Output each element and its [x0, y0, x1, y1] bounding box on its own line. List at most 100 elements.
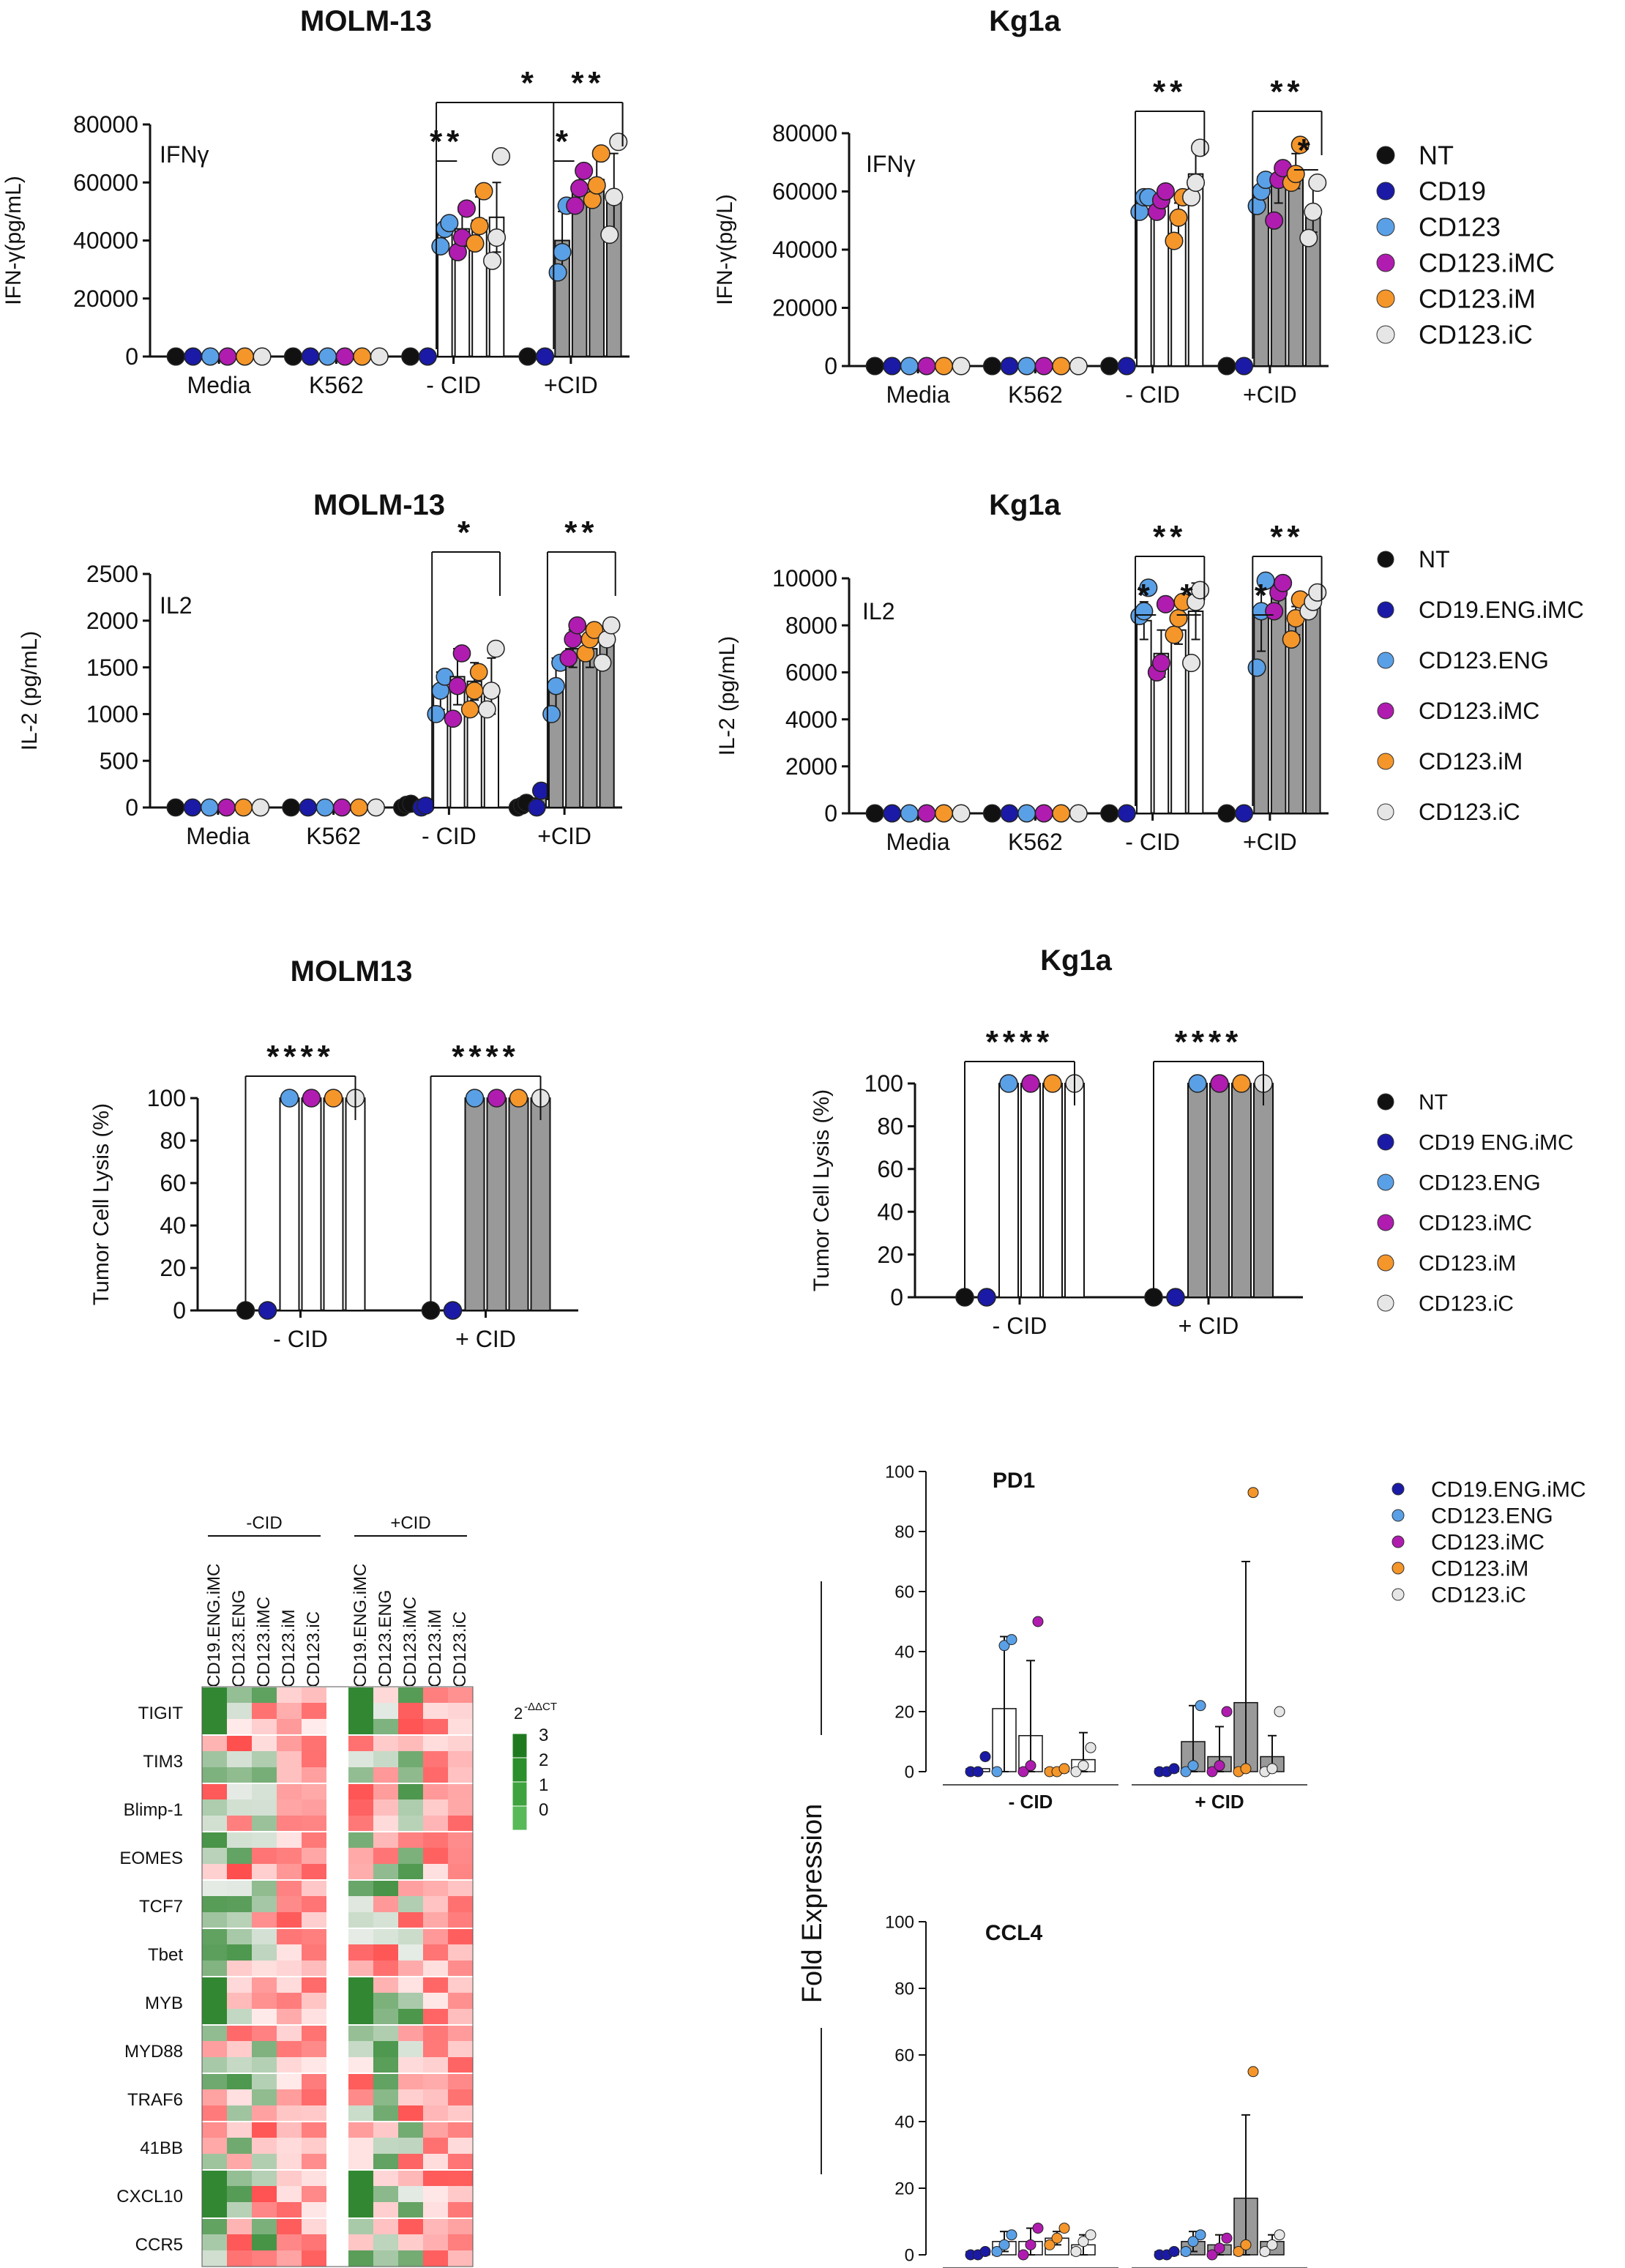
heatmap-cell [202, 1816, 227, 1832]
legend-marker [1377, 1093, 1394, 1111]
bar [1270, 596, 1287, 814]
bar [508, 1097, 529, 1311]
bar [565, 648, 581, 809]
heatmap-cell [252, 1687, 277, 1703]
data-point [1187, 1760, 1199, 1772]
data-point [1214, 2242, 1225, 2254]
heatmap-cell [423, 1767, 448, 1783]
heatmap-cell [398, 2202, 423, 2218]
data-point [466, 234, 485, 253]
heatmap-cell [448, 2089, 473, 2105]
y-axis-label: IL-2 (pg/mL) [18, 631, 42, 750]
heatmap-cell [348, 1719, 373, 1735]
heatmap-cell [348, 2073, 373, 2089]
data-point [917, 357, 936, 376]
legend-marker [1377, 601, 1394, 619]
heatmap-cell [423, 2073, 448, 2089]
heatmap-cell [448, 1719, 473, 1735]
heatmap-cell [302, 1848, 326, 1864]
heatmap-cell [423, 1880, 448, 1896]
chart-a1: MOLM-13 IFN-γ(pg/mL) IFNγ 0 20000 40000 60000 8… [1, 5, 630, 398]
y-axis-label: IFN-γ(pg/mL) [1, 176, 26, 305]
data-point [591, 144, 610, 163]
data-point [302, 1089, 321, 1108]
bar [323, 1097, 344, 1311]
heatmap-cell [398, 1687, 423, 1703]
significance-marker: **** [1175, 1024, 1243, 1060]
data-point [217, 798, 236, 817]
heatmap-cell [202, 2138, 227, 2154]
heatmap-cell [227, 1993, 252, 2009]
heatmap-cell [277, 1848, 302, 1864]
heatmap-legend-swatch [512, 1781, 528, 1807]
heatmap-cell [202, 1735, 227, 1751]
x-group-label: +CID [1243, 381, 1297, 408]
heatmap-cell [398, 1799, 423, 1816]
heatmap-cell [302, 1993, 326, 2009]
x-group-label: Media [186, 823, 250, 849]
significance-marker: * [521, 65, 538, 101]
data-point [470, 217, 489, 236]
heatmap-cell [302, 2073, 326, 2089]
legend-marker [1391, 1562, 1405, 1575]
heatmap-cell [202, 1928, 227, 1944]
data-point [1266, 2239, 1278, 2250]
heatmap-cell [227, 1703, 252, 1719]
legend-marker [1376, 325, 1395, 344]
heatmap-cell [227, 1928, 252, 1944]
heatmap-cell [398, 2073, 423, 2089]
data-point [1085, 1742, 1097, 1753]
heatmap-cell [373, 2170, 398, 2186]
data-point [1165, 625, 1184, 644]
heatmap-cell [348, 1735, 373, 1751]
significance-marker: **** [266, 1039, 335, 1075]
heatmap-cell [348, 1896, 373, 1912]
significance-marker: ** [1270, 74, 1304, 110]
heatmap-cell [252, 1799, 277, 1816]
heatmap-cell [302, 2138, 326, 2154]
heatmap-cell [227, 1767, 252, 1783]
heatmap-cell [398, 1912, 423, 1928]
y-tick-label: 100 [147, 1085, 186, 1111]
data-point [1077, 2236, 1089, 2248]
heatmap-cell [398, 1961, 423, 1977]
significance-marker: * [556, 124, 572, 160]
legend-label: CD123.iC [1419, 1292, 1514, 1316]
legend-label: CD123.iMC [1419, 1212, 1532, 1236]
heatmap-cell [202, 2073, 227, 2089]
heatmap-cell [423, 1912, 448, 1928]
heatmap-cell [423, 1977, 448, 1993]
legend-label: CD19 [1419, 176, 1486, 206]
legends-layer: NTCD19CD123CD123.iMCCD123.iMCD123.iCNTCD… [1376, 141, 1586, 1608]
legend-row2: NT CD19.ENG.iMC CD123.ENG CD123.iMC CD123.iM… [1377, 546, 1584, 825]
heatmap-cell [348, 1993, 373, 2009]
data-point [488, 228, 507, 247]
heatmap-cell [202, 1751, 227, 1767]
heatmap-cell [423, 2122, 448, 2138]
heatmap-cell [398, 1832, 423, 1848]
y-tick-label: 0 [905, 2245, 914, 2265]
heatmap-cell [423, 2218, 448, 2234]
heatmap-cell [202, 1896, 227, 1912]
data-point [482, 682, 501, 700]
heatmap-cell [398, 2025, 423, 2041]
data-point [1166, 1288, 1185, 1307]
heatmap-cell [252, 2138, 277, 2154]
heatmap-cell [227, 2089, 252, 2105]
heatmap-cell [398, 1751, 423, 1767]
data-point [1000, 357, 1019, 376]
y-tick-label: 20000 [772, 295, 837, 321]
significance-marker: * [457, 515, 474, 551]
heatmap-cell [448, 2025, 473, 2041]
data-point [952, 804, 971, 823]
heatmap-cell [202, 1783, 227, 1799]
heatmap-cell [423, 2202, 448, 2218]
heatmap-legend-swatch [512, 1733, 528, 1758]
heatmap-cell [348, 1944, 373, 1961]
heatmap-cell [202, 2041, 227, 2057]
heatmap-cell [302, 2122, 326, 2138]
heatmap-cell [423, 1799, 448, 1816]
data-point [1100, 804, 1119, 823]
y-tick-label: 20000 [73, 286, 138, 312]
data-point [318, 347, 337, 366]
